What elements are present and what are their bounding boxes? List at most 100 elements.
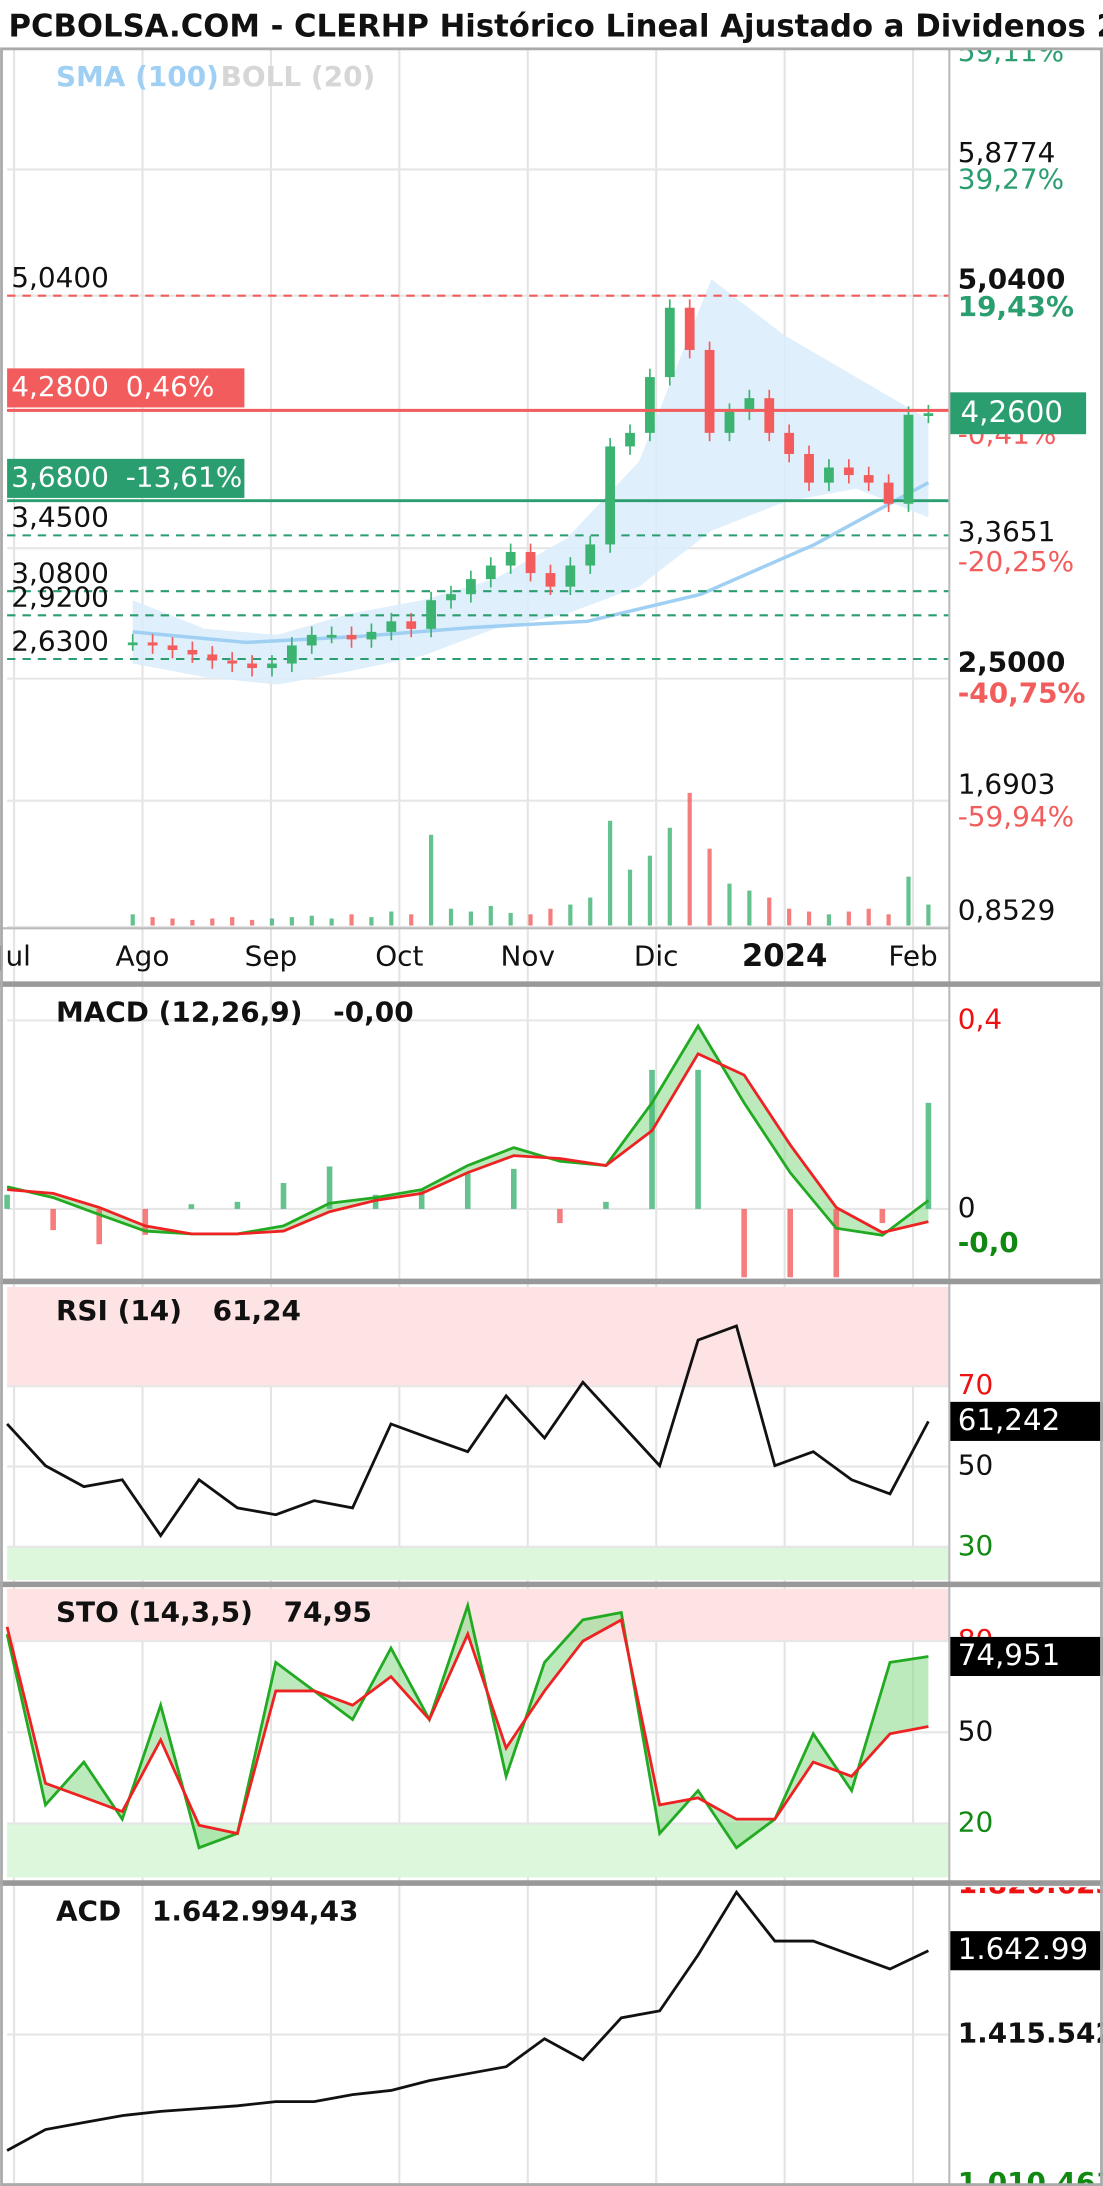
x-tick-label: Dic <box>634 940 679 973</box>
candle <box>724 411 735 433</box>
panel-title: ACD <box>56 1894 121 1927</box>
volume-bar <box>727 883 732 926</box>
histogram-bar <box>557 1208 563 1224</box>
candle <box>684 307 695 350</box>
candle <box>863 475 874 483</box>
histogram-bar <box>188 1204 195 1209</box>
series-line <box>6 1324 930 1539</box>
volume-bar <box>926 904 931 926</box>
volume-bar <box>787 908 792 926</box>
series-line <box>6 1052 929 1236</box>
current-label: 1.642.99 <box>958 1932 1088 1966</box>
histogram-bar <box>50 1208 56 1231</box>
candle <box>127 642 138 646</box>
zone <box>7 1823 950 1878</box>
current-box <box>949 1636 1103 1676</box>
candle <box>466 579 476 595</box>
volume-bar <box>269 918 275 926</box>
volume-bar <box>448 908 454 926</box>
volume-bar <box>289 917 294 926</box>
volume-bar <box>667 827 672 926</box>
volume-bar <box>230 917 235 926</box>
candle <box>247 663 257 669</box>
pct-label: -59,94% <box>958 800 1074 833</box>
candle <box>605 446 616 545</box>
histogram-bar <box>511 1168 517 1209</box>
histogram-bar <box>418 1190 425 1209</box>
x-tick-label: Feb <box>888 940 937 973</box>
histogram-bar <box>925 1102 932 1209</box>
volume-bar <box>130 914 135 926</box>
candle <box>167 645 178 650</box>
y-tick-label: 70 <box>958 1368 994 1401</box>
volume-bar <box>548 908 553 926</box>
histogram-bar <box>326 1166 333 1209</box>
y-tick-label: 5,0400 <box>958 262 1066 295</box>
candle <box>824 467 834 483</box>
level-label: 2,9200 <box>11 581 109 614</box>
volume-bar <box>329 918 334 926</box>
volume-bar <box>568 904 573 926</box>
grid: Jul Ago Sep Oct Nov Dic 2024 Feb <box>0 48 938 2186</box>
candle <box>764 398 775 433</box>
candle <box>625 432 635 447</box>
panel-last-value: -0,00 <box>333 995 413 1028</box>
volume-bar <box>349 914 354 926</box>
candle <box>326 634 337 638</box>
candle <box>784 432 795 454</box>
frame <box>0 47 1103 2186</box>
level-box <box>7 368 245 408</box>
level-label: 3,4500 <box>11 501 109 534</box>
panel: 70 50 30 61,242 RSI (14) 61,24 <box>6 1287 1103 1581</box>
histogram-bar <box>833 1208 840 1278</box>
zone <box>7 1287 950 1387</box>
current-box <box>949 1401 1103 1441</box>
candle <box>804 453 814 483</box>
pct-label: 59,11% <box>958 35 1064 68</box>
panel: 5,8774 5,0400 3,3651 2,5000 1,6903 0,8529 5,04… <box>7 35 1087 928</box>
y-tick-label: 5,8774 <box>958 136 1056 169</box>
candle <box>306 634 317 646</box>
histogram-bar <box>234 1201 241 1209</box>
volume-bar <box>608 820 613 926</box>
volume-bar <box>846 911 851 926</box>
candle <box>664 307 675 378</box>
x-tick-label: Jul <box>0 940 31 973</box>
y-tick-label: 0,4 <box>958 1002 1002 1035</box>
histogram-bar <box>464 1173 471 1209</box>
y-tick-label: 20 <box>958 1805 994 1838</box>
volume-bar <box>528 914 533 926</box>
panel: 0,4 0-0,0 MACD (12,26,9) -0,00 <box>4 995 1019 1278</box>
pct-label: -40,75% <box>958 677 1086 710</box>
x-tick-label: Oct <box>375 940 423 973</box>
candle <box>485 565 496 580</box>
current-label: 61,242 <box>958 1403 1061 1437</box>
level-change: -13,61% <box>126 460 242 493</box>
candle <box>346 634 357 640</box>
candle <box>744 398 755 412</box>
candle <box>406 621 417 629</box>
series-line <box>6 1889 929 2152</box>
level-label: 3,0800 <box>11 556 109 589</box>
histogram-bar <box>142 1208 149 1235</box>
candle <box>565 565 576 587</box>
candle <box>645 377 655 433</box>
volume-bar <box>906 876 911 926</box>
bollinger-band <box>132 279 929 685</box>
x-tick-label: Sep <box>245 940 298 973</box>
y-tick-label: 1.010.461 <box>958 2166 1103 2186</box>
candle <box>286 645 297 664</box>
candle <box>207 654 218 661</box>
volume-bar <box>707 848 712 926</box>
volume-bar <box>627 869 633 926</box>
pct-label: -20,25% <box>958 545 1074 578</box>
current-label: -0,0 <box>958 1226 1019 1259</box>
candle <box>227 660 238 664</box>
volume-bar <box>866 908 871 926</box>
volume-bar <box>150 917 155 926</box>
histogram-bar <box>4 1194 10 1209</box>
volume-bar <box>249 919 255 926</box>
candle <box>187 649 198 655</box>
